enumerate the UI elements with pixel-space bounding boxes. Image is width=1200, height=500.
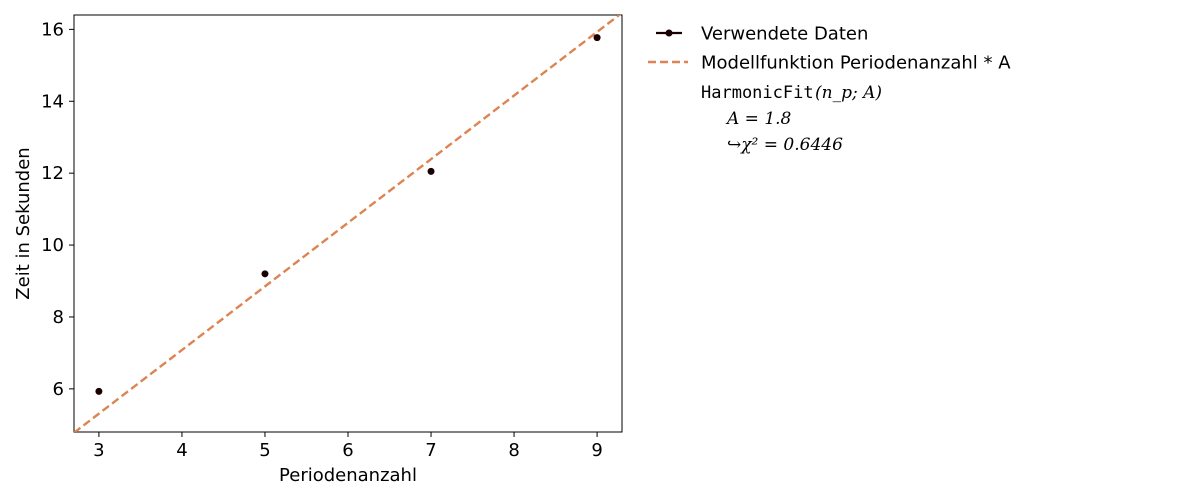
data-layer	[74, 15, 622, 432]
y-tick-label: 6	[53, 379, 64, 400]
data-point	[427, 167, 435, 175]
y-tick-label: 8	[53, 307, 64, 328]
plot-area: 3 4 5 6 7 8 9 6 8 10 12 14 16 Periodenanzahl Zeit in S…	[13, 14, 623, 486]
y-tick-label: 12	[41, 163, 64, 184]
x-tick-label: 4	[176, 440, 187, 461]
fit-chi2-line: ↪χ² = 0.6446	[727, 135, 843, 155]
y-tick-label: 14	[41, 91, 64, 112]
x-tick-label: 7	[425, 440, 436, 461]
data-point	[95, 387, 103, 395]
fit-function-name: HarmonicFit	[701, 83, 814, 103]
fit-function-args: (n_p; A)	[815, 83, 882, 103]
y-axis-label: Zeit in Sekunden	[13, 147, 34, 299]
x-tick-label: 5	[259, 440, 270, 461]
legend: Verwendete Daten Modellfunktion Periodena…	[648, 24, 1011, 155]
x-tick-label: 9	[591, 440, 602, 461]
model-line	[74, 15, 622, 432]
data-point	[261, 270, 269, 278]
x-tick-label: 8	[508, 440, 519, 461]
x-axis-label: Periodenanzahl	[279, 465, 417, 486]
data-point	[593, 34, 601, 42]
legend-marker-data-point	[665, 29, 673, 37]
x-tick-label: 6	[342, 440, 353, 461]
y-tick-label: 10	[41, 235, 64, 256]
x-tick-label: 3	[93, 440, 104, 461]
y-tick-label: 16	[41, 19, 64, 40]
legend-label-data: Verwendete Daten	[701, 24, 868, 45]
legend-label-model: Modellfunktion Periodenanzahl * A	[701, 53, 1011, 74]
fit-param-line: A = 1.8	[725, 109, 792, 129]
